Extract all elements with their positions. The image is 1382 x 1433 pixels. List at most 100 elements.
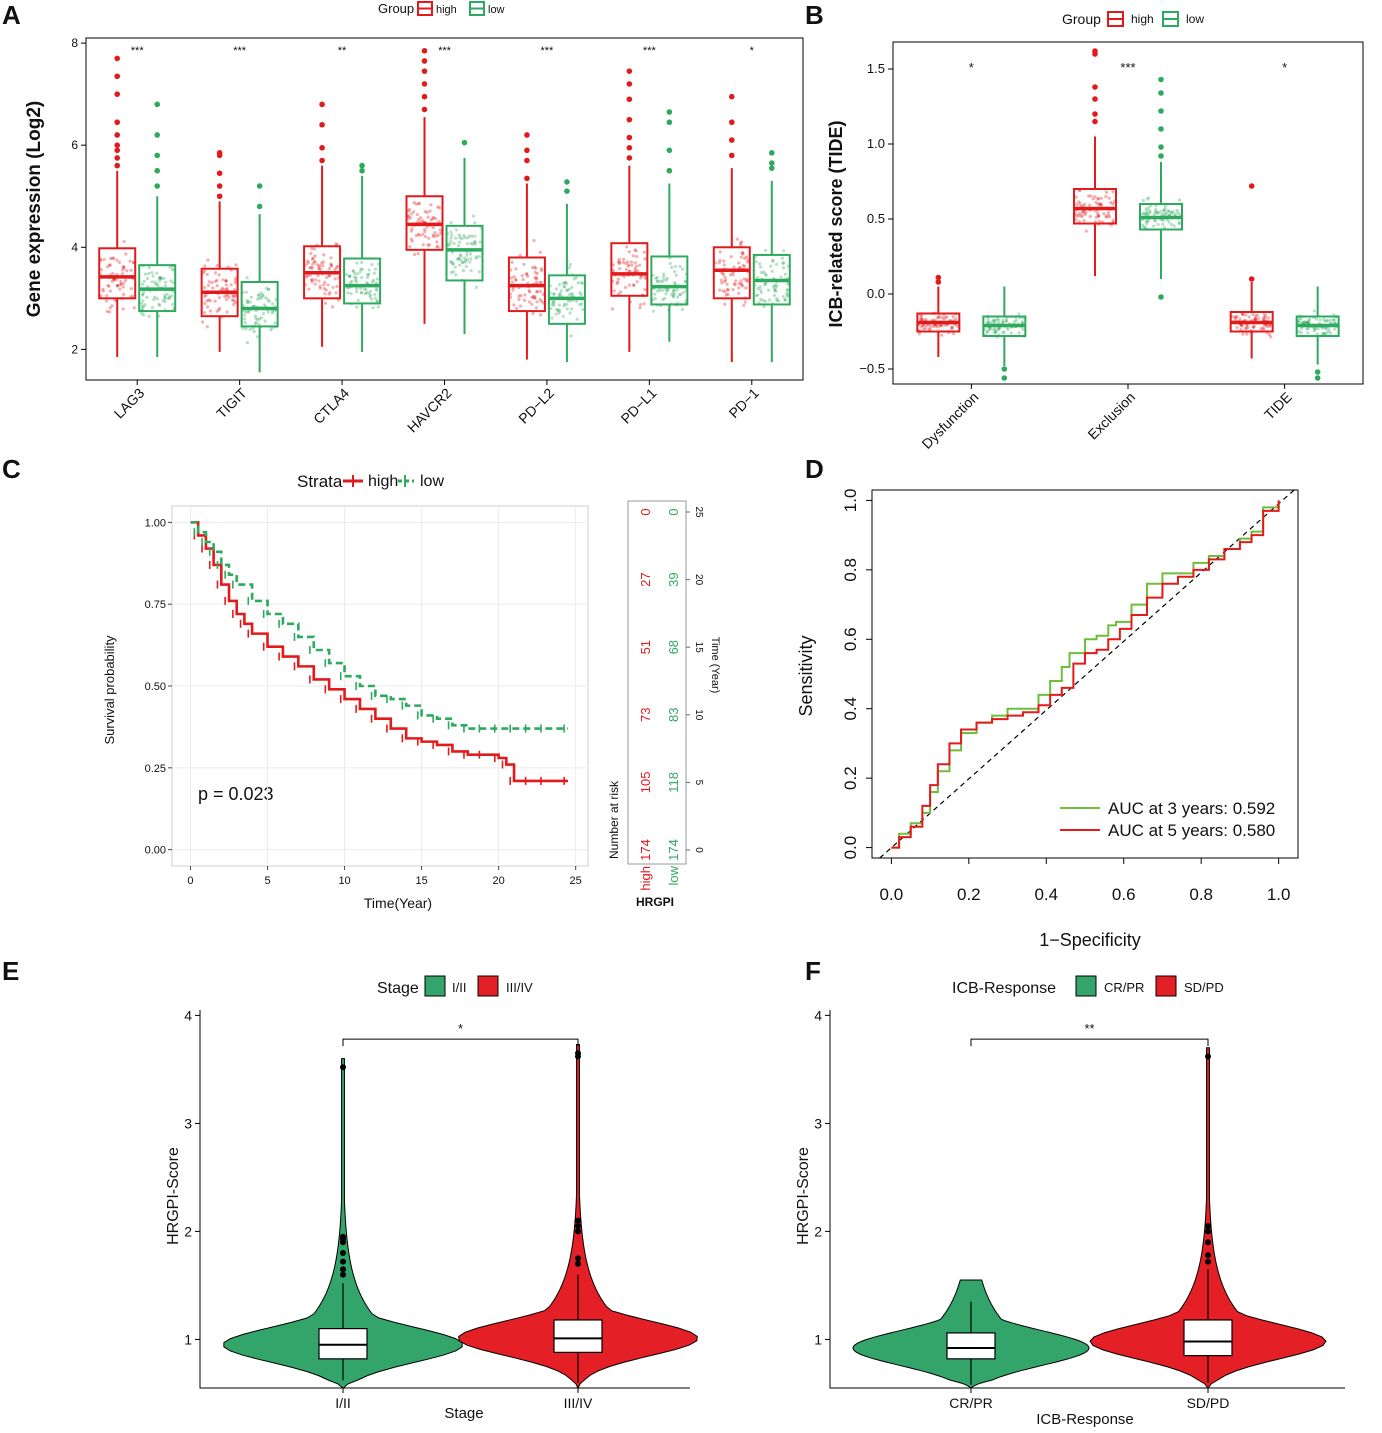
jitter-point [722, 259, 726, 263]
jitter-point [1173, 212, 1177, 216]
jitter-point [271, 302, 275, 306]
jitter-point [225, 287, 229, 291]
jitter-point [1262, 323, 1267, 327]
jitter-point [729, 255, 733, 259]
jitter-point [635, 280, 639, 284]
jitter-point [333, 267, 337, 272]
y-tick-label: 0.25 [145, 763, 166, 775]
jitter-point [364, 281, 369, 285]
jitter-point [767, 298, 772, 302]
violin-outlier [340, 1258, 346, 1265]
jitter-point [634, 249, 638, 253]
risk-count-low: 68 [666, 640, 681, 654]
panel-f-legend-key-2 [1155, 975, 1177, 997]
x-tick-label: 0.8 [1189, 885, 1213, 904]
jitter-point [1178, 213, 1182, 217]
jitter-point [245, 340, 249, 345]
jitter-point [774, 262, 779, 266]
jitter-point [663, 296, 667, 300]
jitter-point [1259, 327, 1263, 331]
jitter-point [532, 239, 536, 243]
jitter-point [119, 282, 123, 287]
jitter-point [739, 243, 743, 247]
outlier-point [216, 183, 223, 189]
jitter-point [1321, 332, 1325, 336]
outlier-point [256, 183, 263, 189]
outlier-point [768, 150, 775, 156]
jitter-point [1145, 221, 1149, 226]
jitter-point [145, 295, 149, 299]
jitter-point [945, 315, 949, 319]
outlier-point [359, 167, 365, 174]
jitter-point [954, 317, 958, 321]
risk-count-low: 0 [666, 508, 681, 515]
jitter-point [633, 266, 637, 271]
jitter-point [1097, 219, 1101, 224]
jitter-point [433, 217, 438, 221]
jitter-point [987, 328, 991, 332]
y-tick-label: 1.0 [841, 489, 860, 513]
jitter-point [141, 292, 145, 296]
jitter-point [783, 297, 787, 302]
jitter-point [1074, 214, 1079, 218]
jitter-point [743, 300, 747, 304]
jitter-point [514, 278, 518, 283]
jitter-point [624, 261, 628, 266]
jitter-point [408, 216, 413, 220]
jitter-point [232, 302, 236, 307]
x-tick-label: 0.2 [957, 885, 981, 904]
jitter-point [335, 284, 339, 288]
jitter-point [417, 201, 422, 206]
jitter-point [437, 206, 442, 210]
significance-bracket [342, 1038, 579, 1047]
jitter-point [557, 303, 561, 307]
y-tick-label: 0.4 [841, 697, 860, 721]
jitter-point [1167, 209, 1171, 213]
jitter-point [327, 274, 331, 278]
jitter-point [1096, 196, 1100, 201]
jitter-point [638, 305, 642, 310]
jitter-point [732, 282, 736, 286]
panel-e-legend-2: III/IV [506, 980, 533, 995]
box-high [610, 242, 649, 297]
jitter-point [643, 257, 647, 261]
jitter-point [448, 242, 452, 247]
jitter-point [523, 293, 527, 297]
jitter-point [255, 335, 260, 339]
jitter-point [1146, 213, 1150, 217]
jitter-point [739, 255, 743, 259]
jitter-point [1262, 312, 1266, 316]
outlier-point [1158, 153, 1164, 159]
jitter-point [154, 282, 158, 286]
jitter-point [322, 287, 327, 291]
jitter-point [992, 330, 997, 335]
jitter-point [1021, 321, 1025, 325]
jitter-point [206, 283, 211, 287]
jitter-point [1156, 210, 1160, 215]
jitter-point [1297, 330, 1301, 334]
significance-mark: * [1282, 60, 1287, 75]
jitter-point [632, 283, 636, 287]
jitter-point [937, 314, 941, 318]
jitter-point [515, 306, 519, 310]
jitter-point [766, 288, 771, 292]
jitter-point [261, 293, 265, 297]
jitter-point [122, 266, 126, 270]
jitter-point [1267, 316, 1271, 320]
jitter-point [1247, 315, 1251, 319]
jitter-point [664, 278, 668, 283]
jitter-point [526, 274, 530, 278]
jitter-point [655, 279, 659, 283]
jitter-point [726, 292, 730, 297]
jitter-point [347, 274, 351, 279]
jitter-point [150, 280, 154, 284]
jitter-point [1001, 318, 1005, 322]
jitter-point [1265, 324, 1269, 329]
jitter-point [408, 245, 412, 249]
jitter-point [534, 280, 539, 285]
jitter-point [672, 289, 676, 293]
jitter-point [512, 303, 516, 307]
jitter-point [1233, 315, 1237, 320]
jitter-point [732, 265, 736, 269]
outlier-point [1092, 118, 1098, 125]
